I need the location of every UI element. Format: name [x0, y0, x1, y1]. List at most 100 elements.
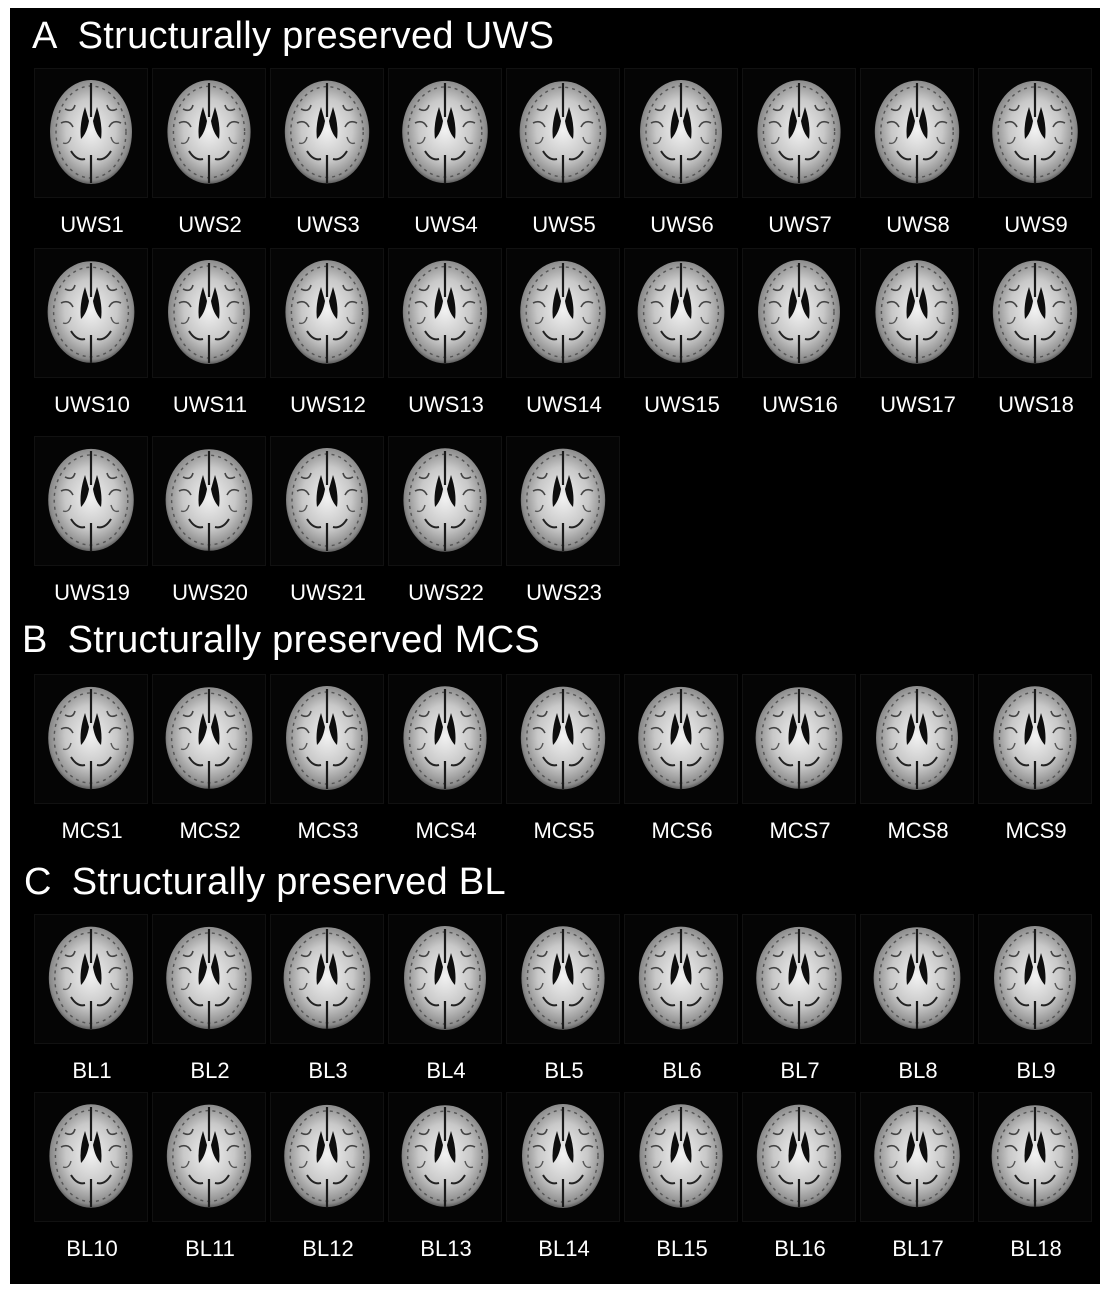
- scan-label: UWS23: [526, 580, 602, 605]
- scan-label: BL5: [544, 1058, 584, 1083]
- brain-scan-image: [520, 260, 606, 364]
- brain-scan-image: [756, 1104, 842, 1208]
- scan-label: UWS12: [290, 392, 366, 417]
- scan-label: UWS18: [998, 392, 1074, 417]
- brain-scan-image: [757, 80, 841, 184]
- scan-frame: [506, 68, 620, 198]
- scan-label: MCS9: [1005, 818, 1067, 843]
- scan-frame: [388, 248, 502, 378]
- scan-frame: [388, 1092, 502, 1222]
- scan-label: BL18: [1010, 1236, 1062, 1261]
- scan-frame: [34, 436, 148, 566]
- brain-scan-image: [521, 926, 605, 1030]
- scan-frame: [978, 674, 1092, 804]
- scan-label: BL1: [72, 1058, 112, 1083]
- scan-frame: [742, 914, 856, 1044]
- scan-label: BL13: [420, 1236, 472, 1261]
- scan-label: UWS5: [532, 212, 596, 237]
- brain-scan-image: [48, 926, 134, 1030]
- brain-scan-image: [165, 687, 253, 789]
- brain-scan-image: [284, 1104, 370, 1208]
- scan-frame: [624, 1092, 738, 1222]
- scan-label: BL12: [302, 1236, 354, 1261]
- scan-label: UWS1: [60, 212, 124, 237]
- brain-scan-image: [285, 260, 369, 364]
- section-title-a: A Structurally preserved UWS: [32, 14, 554, 58]
- brain-scan-image: [168, 260, 250, 364]
- scan-label: BL14: [538, 1236, 590, 1261]
- scan-label: MCS8: [887, 818, 949, 843]
- brain-scan-image: [992, 80, 1078, 184]
- scan-frame: [388, 436, 502, 566]
- scan-frame: [978, 248, 1092, 378]
- scan-label: UWS20: [172, 580, 248, 605]
- scan-label: UWS17: [880, 392, 956, 417]
- brain-scan-image: [994, 926, 1076, 1030]
- section-title-c: C Structurally preserved BL: [24, 860, 506, 904]
- brain-scan-image: [404, 926, 486, 1030]
- brain-scan-image: [637, 261, 725, 363]
- scan-label: BL17: [892, 1236, 944, 1261]
- brain-scan-image: [874, 1104, 960, 1208]
- scan-frame: [34, 914, 148, 1044]
- scan-frame: [152, 914, 266, 1044]
- scan-frame: [742, 68, 856, 198]
- scan-frame: [270, 436, 384, 566]
- brain-scan-image: [166, 926, 252, 1030]
- brain-scan-image: [402, 260, 488, 364]
- scan-frame: [742, 674, 856, 804]
- brain-scan-image: [520, 448, 606, 552]
- section-title-b: B Structurally preserved MCS: [22, 618, 540, 662]
- figure-panel: A Structurally preserved UWS B Structurall…: [10, 8, 1100, 1284]
- scan-label: UWS16: [762, 392, 838, 417]
- brain-scan-image: [520, 686, 606, 790]
- section-title-text: Structurally preserved MCS: [67, 619, 541, 661]
- scan-label: UWS6: [650, 212, 714, 237]
- brain-scan-image: [167, 80, 251, 184]
- scan-frame: [506, 674, 620, 804]
- scan-label: BL15: [656, 1236, 708, 1261]
- brain-scan-image: [876, 686, 958, 790]
- brain-scan-image: [50, 80, 132, 184]
- scan-frame: [388, 68, 502, 198]
- scan-label: BL16: [774, 1236, 826, 1261]
- scan-label: UWS19: [54, 580, 130, 605]
- brain-scan-image: [403, 686, 487, 790]
- scan-label: UWS15: [644, 392, 720, 417]
- scan-label: BL2: [190, 1058, 230, 1083]
- scan-frame: [152, 68, 266, 198]
- scan-label: MCS6: [651, 818, 713, 843]
- scan-frame: [34, 674, 148, 804]
- scan-label: MCS4: [415, 818, 477, 843]
- brain-scan-image: [166, 1104, 252, 1208]
- section-letter: B: [22, 619, 48, 661]
- brain-scan-image: [756, 926, 842, 1030]
- brain-scan-image: [873, 927, 961, 1029]
- scan-label: UWS2: [178, 212, 242, 237]
- brain-scan-image: [519, 81, 607, 183]
- scan-label: UWS11: [172, 392, 248, 417]
- scan-frame: [860, 68, 974, 198]
- scan-frame: [270, 68, 384, 198]
- scan-label: UWS9: [1004, 212, 1068, 237]
- brain-scan-image: [284, 80, 370, 184]
- scan-frame: [152, 248, 266, 378]
- brain-scan-image: [402, 80, 488, 184]
- scan-frame: [624, 914, 738, 1044]
- scan-frame: [388, 674, 502, 804]
- scan-frame: [742, 248, 856, 378]
- scan-label: MCS3: [297, 818, 359, 843]
- brain-scan-image: [47, 261, 135, 363]
- scan-frame: [624, 68, 738, 198]
- scan-label: UWS13: [408, 392, 484, 417]
- scan-label: UWS22: [408, 580, 484, 605]
- scan-label: BL8: [898, 1058, 938, 1083]
- brain-scan-image: [48, 448, 134, 552]
- scan-frame: [860, 674, 974, 804]
- brain-scan-image: [639, 1104, 723, 1208]
- scan-frame: [152, 1092, 266, 1222]
- scan-frame: [152, 674, 266, 804]
- scan-label: UWS7: [768, 212, 832, 237]
- section-title-text: Structurally preserved UWS: [77, 15, 555, 57]
- brain-scan-image: [991, 1105, 1079, 1207]
